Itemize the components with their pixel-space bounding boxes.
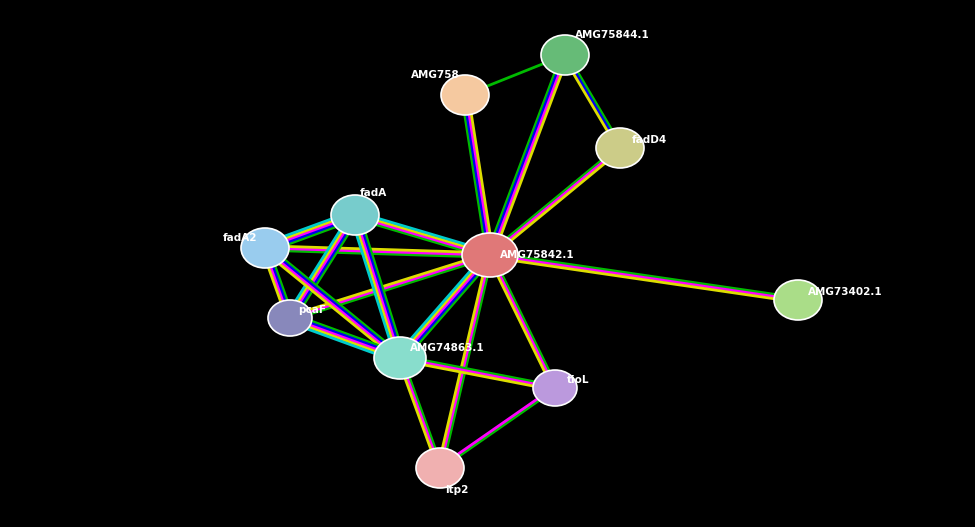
Text: AMG758: AMG758	[411, 70, 460, 80]
Ellipse shape	[331, 195, 379, 235]
Ellipse shape	[416, 448, 464, 488]
Text: fadA: fadA	[360, 188, 387, 198]
Ellipse shape	[241, 228, 289, 268]
Ellipse shape	[774, 280, 822, 320]
Text: AMG73402.1: AMG73402.1	[808, 287, 882, 297]
Text: fadD4: fadD4	[632, 135, 667, 145]
Text: pcaF: pcaF	[298, 305, 326, 315]
Ellipse shape	[596, 128, 644, 168]
Ellipse shape	[462, 233, 518, 277]
Ellipse shape	[533, 370, 577, 406]
Text: ltp2: ltp2	[445, 485, 468, 495]
Text: AMG75844.1: AMG75844.1	[575, 30, 649, 40]
Text: fadA2: fadA2	[222, 233, 257, 243]
Ellipse shape	[268, 300, 312, 336]
Ellipse shape	[374, 337, 426, 379]
Text: AMG75842.1: AMG75842.1	[500, 250, 574, 260]
Text: tioL: tioL	[567, 375, 590, 385]
Ellipse shape	[541, 35, 589, 75]
Text: AMG74863.1: AMG74863.1	[410, 343, 485, 353]
Ellipse shape	[441, 75, 489, 115]
